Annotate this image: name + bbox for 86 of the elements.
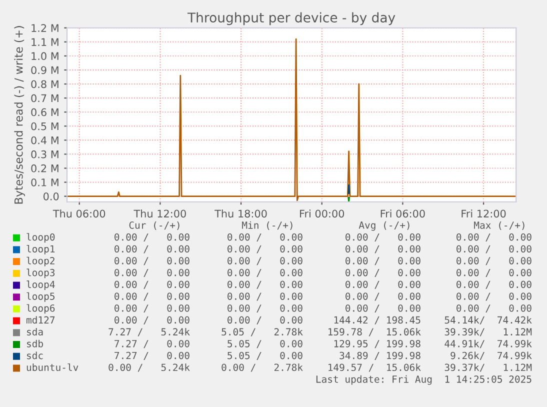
text: 0.00 / 0.00 <box>346 304 420 313</box>
text: 0.00 / 5.24k <box>108 364 190 372</box>
text: 39.39k/ 1.12M <box>444 328 532 336</box>
x-tick-label: Thu 12:00 <box>134 210 186 218</box>
text: 159.78 / 15.06k <box>328 328 421 336</box>
text: 9.26k/ 74.99k <box>450 352 532 360</box>
chart-title: Throughput per device - by day <box>187 12 396 26</box>
y-tick-label: 0.8 M <box>31 80 58 88</box>
x-tick-label: Thu 06:00 <box>52 210 106 218</box>
y-tick-label: 0.5 M <box>31 122 58 130</box>
y-tick-label: 0.2 M <box>31 164 58 172</box>
text: 0.00 / 0.00 <box>456 245 532 254</box>
text: Cur (-/+) <box>129 221 180 230</box>
text: 0.00 / 0.00 <box>228 233 302 242</box>
legend-label: loop1 <box>26 244 55 254</box>
text: 44.91k/ 74.99k <box>444 340 532 348</box>
legend-label: loop0 <box>26 233 55 243</box>
text: 0.00 / 0.00 <box>346 257 420 266</box>
text: 0.00 / 0.00 <box>456 280 532 289</box>
text: Last update: Fri Aug 1 14:25:05 2025 <box>316 375 532 385</box>
text: 54.14k/ 74.42k <box>444 316 532 324</box>
text: 0.00 / 0.00 <box>456 233 532 242</box>
text: 0.00 / 0.00 <box>346 280 420 289</box>
y-tick-label: 0.1 M <box>31 178 58 186</box>
text: 0.00 / 0.00 <box>346 292 420 301</box>
text: 0.00 / 0.00 <box>346 245 420 254</box>
text: 34.89 / 199.98 <box>340 352 420 360</box>
text: 0.00 / 0.00 <box>228 316 302 324</box>
text: 0.00 / 2.78k <box>222 364 303 372</box>
legend-label: loop4 <box>26 280 55 290</box>
text: 7.27 / 5.24k <box>108 328 190 336</box>
text: 0.00 / 0.00 <box>114 316 190 324</box>
text: 0.00 / 0.00 <box>228 245 302 254</box>
text: 0.00 / 0.00 <box>456 268 532 278</box>
y-tick-label: 0.4 M <box>31 136 58 144</box>
legend-label: md127 <box>26 316 55 324</box>
text: 0.00 / 0.00 <box>456 304 532 313</box>
text: 149.57 / 15.06k <box>328 364 421 372</box>
text: 7.27 / 0.00 <box>114 340 190 348</box>
x-tick-label: Thu 18:00 <box>214 210 267 218</box>
legend-label: sdc <box>27 352 43 360</box>
y-tick-label: 0.9 M <box>31 66 58 74</box>
text: 5.05 / 2.78k <box>222 328 303 336</box>
legend-label: ubuntu-lv <box>26 363 78 372</box>
text: 0.00 / 0.00 <box>114 280 190 289</box>
text: Max (-/+) <box>474 221 524 230</box>
legend-label: loop3 <box>26 268 55 278</box>
x-tick-label: Fri 00:00 <box>300 210 344 218</box>
text: 0.00 / 0.00 <box>228 257 302 266</box>
text: 0.00 / 0.00 <box>114 257 190 266</box>
text: 39.37k/ 1.12M <box>444 364 532 372</box>
text: 129.95 / 199.98 <box>334 340 420 348</box>
text: Min (-/+) <box>242 221 292 230</box>
text: 0.00 / 0.00 <box>228 280 302 289</box>
y-tick-label: 0.6 M <box>31 108 58 116</box>
y-tick-label: 1.1 M <box>32 38 58 46</box>
text: 7.27 / 0.00 <box>114 352 190 360</box>
legend-label: loop2 <box>26 256 54 266</box>
y-tick-label: 0.3 M <box>31 150 58 158</box>
x-tick-label: Fri 12:00 <box>462 210 506 218</box>
text: 0.00 / 0.00 <box>456 292 532 301</box>
text: 144.42 / 198.45 <box>334 316 420 324</box>
y-tick-label: 1.0 M <box>32 52 58 60</box>
text: 0.00 / 0.00 <box>114 245 190 254</box>
text: 0.00 / 0.00 <box>114 268 190 278</box>
legend-label: sda <box>27 328 43 336</box>
legend-label: loop6 <box>26 304 55 314</box>
text: 5.05 / 0.00 <box>228 340 302 348</box>
text: 0.00 / 0.00 <box>114 233 190 242</box>
text: 5.05 / 0.00 <box>228 352 302 360</box>
text: 0.00 / 0.00 <box>456 257 532 266</box>
y-tick-label: 0.7 M <box>31 94 58 102</box>
y-tick-label: 1.2 M <box>32 24 58 32</box>
x-tick-label: Fri 06:00 <box>380 210 425 218</box>
text: Avg (-/+) <box>358 221 410 231</box>
text: 0.00 / 0.00 <box>346 233 420 242</box>
text: 0.00 / 0.00 <box>346 268 420 278</box>
text: 0.00 / 0.00 <box>114 304 190 313</box>
text: 0.00 / 0.00 <box>114 292 190 301</box>
text: 0.00 / 0.00 <box>228 292 302 301</box>
text: 0.00 / 0.00 <box>228 304 302 313</box>
text: 0.00 / 0.00 <box>228 268 302 278</box>
y-tick-label: 0.0 <box>43 192 59 200</box>
y-axis-title: Bytes/second read (-) / write (+) <box>14 26 25 204</box>
legend-label: loop5 <box>26 292 54 302</box>
legend-label: sdb <box>27 340 43 348</box>
